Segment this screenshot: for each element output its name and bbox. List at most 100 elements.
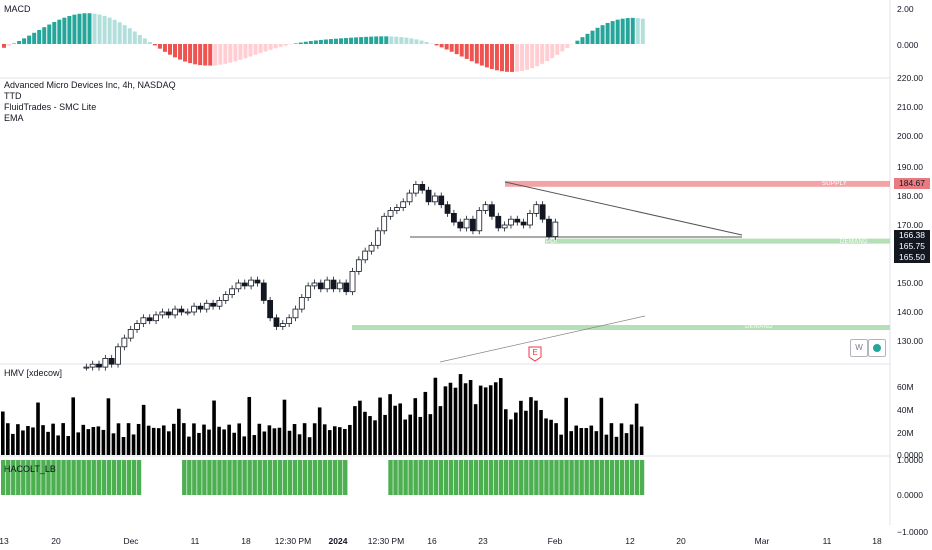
volume-bar bbox=[41, 425, 45, 455]
time-tick: 12:30 PM bbox=[274, 536, 312, 546]
hacolt-bar bbox=[408, 460, 413, 495]
hacolt-label[interactable]: HACOLT_LB bbox=[4, 464, 56, 474]
macd-bar bbox=[293, 43, 298, 44]
price-tick: 220.00 bbox=[897, 73, 923, 83]
hacolt-bar bbox=[302, 460, 308, 495]
hacolt-bar bbox=[197, 460, 202, 495]
volume-bar bbox=[267, 425, 272, 455]
volume-bar bbox=[51, 423, 55, 455]
candle-up bbox=[527, 212, 533, 226]
candle-up bbox=[393, 207, 400, 211]
hacolt-bar bbox=[237, 460, 242, 495]
volume-bar bbox=[574, 425, 579, 455]
hacolt-bar bbox=[634, 460, 640, 495]
hacolt-bar bbox=[41, 460, 46, 495]
volume-bar bbox=[348, 424, 352, 455]
time-tick: 13 bbox=[0, 536, 9, 546]
macd-bar bbox=[474, 44, 479, 64]
candle-up bbox=[203, 302, 210, 310]
price-tag-3: 165.50 bbox=[894, 252, 930, 263]
hacolt-bar bbox=[509, 460, 514, 495]
macd-bar bbox=[12, 43, 17, 44]
volume-bar bbox=[604, 434, 609, 455]
macd-bar bbox=[193, 44, 198, 65]
w-button[interactable]: W bbox=[850, 339, 868, 357]
hacolt-bar bbox=[428, 460, 433, 495]
macd-bar bbox=[333, 38, 338, 44]
macd-bar bbox=[122, 25, 127, 44]
macd-bar bbox=[17, 40, 22, 44]
hacolt-bar bbox=[272, 460, 278, 495]
volume-bar bbox=[569, 431, 573, 455]
volume-bar bbox=[483, 387, 488, 455]
macd-bar bbox=[7, 44, 12, 46]
macd-bar bbox=[263, 44, 268, 52]
volume-bar bbox=[56, 435, 60, 455]
indicator-ema[interactable]: EMA bbox=[4, 113, 24, 123]
volume-bar bbox=[398, 403, 402, 455]
demand-zone bbox=[545, 238, 890, 244]
earnings-marker-icon[interactable] bbox=[528, 346, 542, 362]
hacolt-bar bbox=[192, 460, 197, 495]
hacolt-bar bbox=[438, 460, 444, 495]
volume-bar bbox=[549, 419, 553, 455]
volume-bar bbox=[297, 434, 302, 455]
volume-bar bbox=[86, 429, 91, 455]
volume-bar bbox=[403, 419, 407, 455]
candle-up bbox=[102, 357, 109, 368]
candle-up bbox=[349, 270, 356, 293]
macd-bar bbox=[364, 36, 369, 44]
hmv-label[interactable]: HMV [xdecow] bbox=[4, 368, 63, 378]
volume-bar bbox=[312, 423, 317, 455]
time-tick: 16 bbox=[427, 536, 437, 546]
hacolt-bar bbox=[136, 460, 142, 495]
volume-bar bbox=[378, 397, 382, 455]
macd-bar bbox=[414, 39, 419, 44]
volume-bar bbox=[408, 414, 413, 455]
indicator-fluidtrades[interactable]: FluidTrades - SMC Lite bbox=[4, 102, 97, 112]
hacolt-bar bbox=[111, 460, 117, 495]
macd-bar bbox=[489, 44, 494, 69]
time-tick: 12 bbox=[625, 536, 635, 546]
volume-bar bbox=[332, 426, 337, 455]
macd-bar bbox=[409, 38, 414, 44]
macd-bar bbox=[349, 37, 354, 44]
volume-bar bbox=[519, 400, 523, 455]
macd-bar bbox=[82, 13, 87, 44]
hacolt-bar bbox=[86, 460, 91, 495]
volume-bar bbox=[433, 377, 438, 455]
poi-label: POI bbox=[546, 239, 558, 245]
macd-bar bbox=[555, 44, 560, 55]
candle-down bbox=[260, 282, 267, 301]
hacolt-bar bbox=[106, 460, 112, 495]
volume-bar bbox=[187, 436, 191, 455]
candle-down bbox=[343, 282, 350, 293]
candle-up bbox=[216, 299, 223, 307]
macd-bar bbox=[424, 41, 429, 44]
candle-down bbox=[451, 212, 457, 223]
volume-bar bbox=[131, 434, 136, 455]
status-dot-button[interactable] bbox=[868, 339, 886, 357]
candle-down bbox=[438, 195, 445, 206]
indicator-ttd[interactable]: TTD bbox=[4, 91, 22, 101]
volume-bar bbox=[448, 382, 453, 455]
macd-bar bbox=[384, 36, 389, 44]
candle-up bbox=[482, 204, 489, 211]
candle-down bbox=[146, 317, 153, 322]
time-tick: 20 bbox=[51, 536, 61, 546]
macd-bar bbox=[268, 44, 273, 50]
hacolt-bar bbox=[498, 460, 504, 495]
hacolt-bar bbox=[629, 460, 635, 495]
symbol-title[interactable]: Advanced Micro Devices Inc, 4h, NASDAQ bbox=[4, 80, 176, 90]
macd-bar bbox=[459, 44, 464, 57]
volume-bar bbox=[227, 424, 231, 455]
hacolt-bar bbox=[131, 460, 137, 495]
volume-bar bbox=[272, 428, 277, 455]
hacolt-bar bbox=[549, 460, 554, 495]
candle-down bbox=[444, 204, 451, 214]
hacolt-bar bbox=[247, 460, 252, 495]
price-tag-2: 165.75 bbox=[894, 241, 930, 252]
hacolt-bar bbox=[96, 460, 101, 495]
macd-bar bbox=[77, 13, 82, 44]
